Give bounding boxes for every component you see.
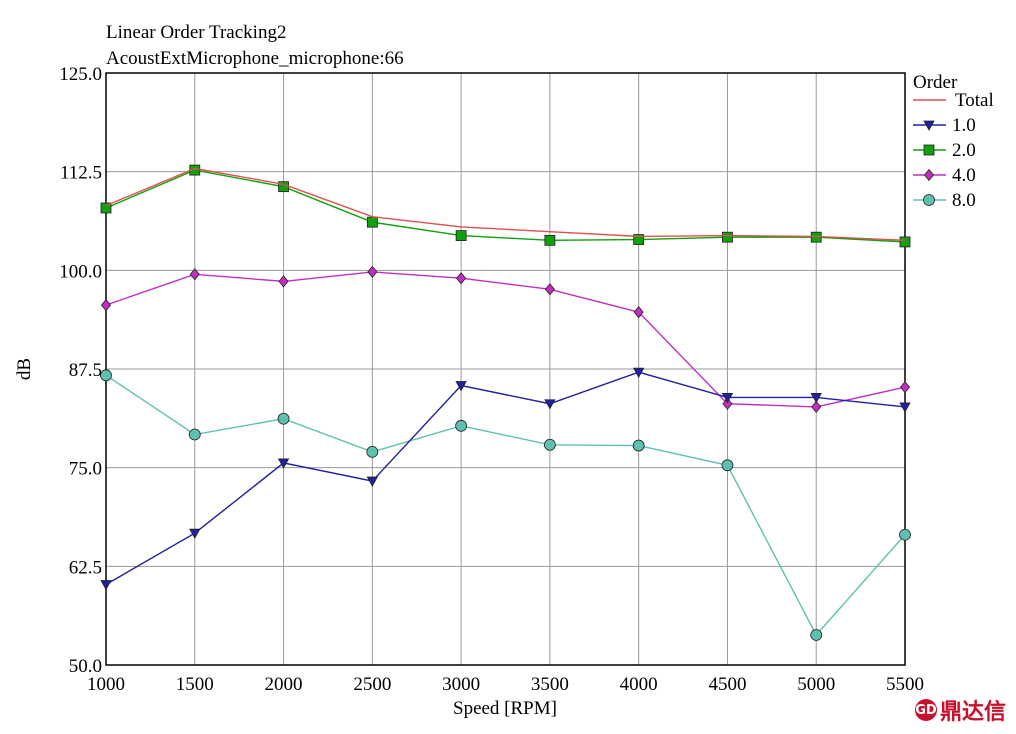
y-tick-label: 125.0 xyxy=(59,64,102,85)
data-point xyxy=(544,283,555,296)
data-point xyxy=(544,399,556,410)
x-tick-label: 1500 xyxy=(176,674,214,695)
data-point xyxy=(366,216,378,228)
x-tick-label: 4500 xyxy=(708,674,746,695)
data-point xyxy=(367,265,378,279)
data-point xyxy=(810,393,822,404)
legend-item: Total xyxy=(913,90,994,111)
data-point xyxy=(456,272,467,285)
data-point xyxy=(189,268,200,281)
data-point xyxy=(455,419,468,432)
data-point xyxy=(899,402,911,413)
y-tick-label: 100.0 xyxy=(59,261,102,282)
data-point xyxy=(277,412,290,425)
watermark-logo-icon: GD xyxy=(914,699,937,721)
data-point xyxy=(632,367,645,378)
data-point xyxy=(721,393,734,404)
legend-item: 8.0 xyxy=(913,190,976,211)
data-point xyxy=(366,445,379,458)
legend-swatch-marker xyxy=(923,144,935,156)
series-line xyxy=(105,169,906,243)
legend-label: 1.0 xyxy=(952,115,976,136)
data-point xyxy=(721,459,734,472)
x-tick-label: 5000 xyxy=(797,674,835,695)
x-tick-label: 2000 xyxy=(265,674,303,695)
x-tick-label: 3000 xyxy=(442,674,480,695)
series-line xyxy=(105,271,906,408)
series-2-0 xyxy=(100,164,911,248)
legend-label: 2.0 xyxy=(952,140,976,161)
legend-item: 1.0 xyxy=(913,115,976,136)
data-point xyxy=(277,458,290,469)
legend-title: Order xyxy=(913,72,958,93)
data-point xyxy=(188,428,201,441)
data-point xyxy=(899,236,911,248)
series-4-0 xyxy=(100,265,911,414)
data-point xyxy=(633,306,644,319)
data-point xyxy=(543,438,556,451)
series-1-0 xyxy=(100,367,911,591)
data-point xyxy=(100,580,112,591)
legend-item: 2.0 xyxy=(913,140,976,161)
y-tick-label: 87.5 xyxy=(69,360,102,381)
series-line xyxy=(105,371,906,586)
x-tick-label: 3500 xyxy=(531,674,569,695)
series-Total xyxy=(105,167,906,242)
x-tick-label: 5500 xyxy=(886,674,924,695)
data-point xyxy=(633,234,645,245)
x-axis-label: Speed [RPM] xyxy=(453,698,557,719)
series-line xyxy=(105,374,906,637)
data-point xyxy=(811,400,822,414)
data-point xyxy=(100,202,112,214)
legend-swatch-marker xyxy=(923,194,935,206)
data-point xyxy=(899,528,911,541)
x-tick-labels: 1000 1500 2000 2500 3000 3500 4000 4500 5000 5500 xyxy=(87,674,924,695)
data-point xyxy=(189,528,201,540)
data-point xyxy=(455,381,467,392)
data-point xyxy=(455,230,467,242)
data-point xyxy=(810,629,823,641)
legend: Order Total 1.0 2.0 4.0 8.0 xyxy=(913,72,994,211)
x-tick-label: 1000 xyxy=(87,674,125,695)
data-point xyxy=(722,231,733,243)
y-axis-label: dB xyxy=(14,358,35,380)
y-tick-label: 50.0 xyxy=(69,656,102,677)
legend-label: 8.0 xyxy=(952,190,976,211)
data-point xyxy=(366,476,379,487)
legend-label: 4.0 xyxy=(952,165,976,186)
series-line xyxy=(105,167,906,242)
data-point xyxy=(100,369,112,382)
series-8-0 xyxy=(100,369,911,641)
chart-title: Linear Order Tracking2 xyxy=(106,22,286,43)
x-tick-label: 4000 xyxy=(620,674,658,695)
data-point xyxy=(899,381,911,394)
data-point xyxy=(544,234,556,246)
data-point xyxy=(722,397,733,410)
data-point xyxy=(632,439,645,452)
data-point xyxy=(278,275,289,288)
y-tick-label: 75.0 xyxy=(69,459,102,480)
chart-subtitle: AcoustExtMicrophone_microphone:66 xyxy=(106,48,404,69)
legend-label: Total xyxy=(955,90,994,111)
legend-swatch-marker xyxy=(923,168,935,182)
watermark: GD 鼎达信 xyxy=(914,694,1006,726)
watermark-text: 鼎达信 xyxy=(939,700,1006,725)
data-point xyxy=(100,298,112,312)
y-tick-label: 112.5 xyxy=(60,163,102,184)
y-tick-label: 62.5 xyxy=(69,557,102,578)
y-tick-labels: 125.0 112.5 100.0 87.5 75.0 62.5 50.0 xyxy=(59,64,102,677)
legend-item: 4.0 xyxy=(913,165,976,186)
legend-swatch-marker xyxy=(923,120,935,131)
plot-frame xyxy=(105,72,906,666)
x-tick-label: 2500 xyxy=(353,674,391,695)
series-group xyxy=(100,164,911,641)
